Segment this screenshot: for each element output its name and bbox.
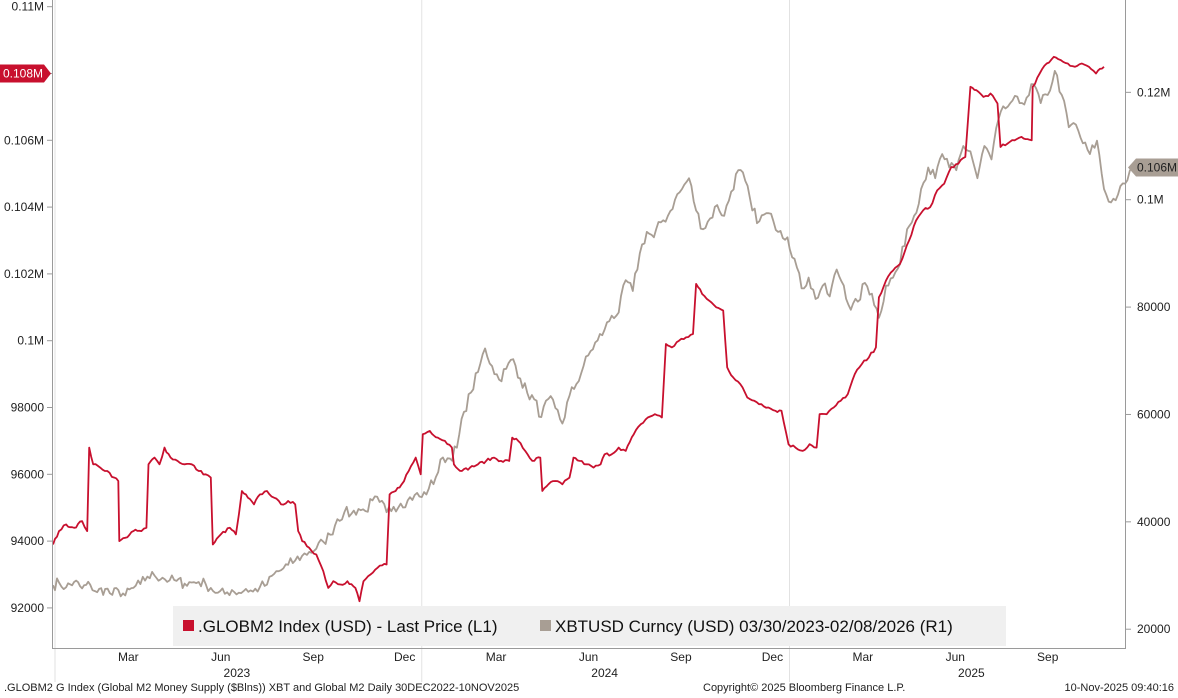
x-tick-label: Sep (1037, 650, 1059, 664)
left-tick-label: 0.104M (4, 200, 44, 214)
x-tick-label: Mar (486, 650, 507, 664)
value-label-xbtusd: 0.106M (1128, 158, 1178, 177)
value-label-text: 0.108M (3, 66, 43, 80)
year-gridlines (54, 0, 791, 682)
x-tick-label: Sep (303, 650, 325, 664)
right-tick-label: 20000 (1137, 622, 1171, 636)
x-tick-label: Jun (211, 650, 230, 664)
right-tick-label: 0.1M (1137, 193, 1164, 207)
value-label-box (1128, 158, 1178, 177)
right-tick-label: 60000 (1137, 407, 1171, 421)
x-tick-label: Dec (394, 650, 415, 664)
year-label: 2023 (224, 666, 251, 680)
left-tick-label: 94000 (11, 534, 45, 548)
legend-box (173, 606, 1006, 646)
legend-swatch (183, 620, 194, 631)
x-axis-ticks: Mar Jun Sep Dec Mar Jun Sep Dec Mar Jun Sep 2023 202… (118, 650, 1059, 680)
series-line-globm2 (52, 55, 1105, 603)
left-axis-ticks: 92000 94000 96000 98000 0.1M 0.102M 0.104M 0.10… (4, 0, 52, 615)
right-tick-label: 80000 (1137, 300, 1171, 314)
footer-timestamp: 10-Nov-2025 09:40:16 (1064, 682, 1174, 694)
left-tick-label: 0.11M (12, 0, 44, 14)
year-label: 2024 (591, 666, 618, 680)
legend-swatch (540, 620, 551, 631)
right-tick-label: 0.12M (1137, 85, 1170, 99)
legend-label: .GLOBM2 Index (USD) - Last Price (L1) (198, 617, 497, 636)
year-label: 2025 (958, 666, 985, 680)
left-tick-label: 0.102M (4, 267, 44, 281)
left-tick-label: 96000 (11, 467, 45, 481)
series-line-xbtusd (52, 70, 1133, 598)
value-label-box (0, 64, 51, 83)
axes (52, 0, 1126, 649)
x-tick-label: Dec (762, 650, 783, 664)
x-tick-label: Jun (946, 650, 965, 664)
x-tick-label: Jun (579, 650, 598, 664)
value-label-globm2: 0.108M (0, 64, 51, 83)
series-lines (52, 55, 1133, 603)
left-tick-label: 98000 (11, 401, 45, 415)
left-tick-label: 0.106M (4, 133, 44, 147)
right-tick-label: 40000 (1137, 515, 1171, 529)
left-tick-label: 92000 (11, 601, 45, 615)
footer-copyright: Copyright© 2025 Bloomberg Finance L.P. (703, 682, 906, 694)
x-tick-label: Sep (670, 650, 692, 664)
legend: .GLOBM2 Index (USD) - Last Price (L1) XBT… (173, 606, 1006, 646)
value-label-text: 0.106M (1137, 161, 1177, 175)
right-axis-ticks: 20000 40000 60000 80000 0.1M 0.12M (1126, 85, 1171, 636)
last-value-labels: 0.108M 0.106M (0, 64, 1178, 177)
x-tick-label: Mar (853, 650, 874, 664)
left-tick-label: 0.1M (17, 334, 44, 348)
x-tick-label: Mar (118, 650, 139, 664)
legend-label: XBTUSD Curncy (USD) 03/30/2023-02/08/202… (555, 617, 953, 636)
footer-description: .GLOBM2 G Index (Global M2 Money Supply … (4, 682, 520, 694)
